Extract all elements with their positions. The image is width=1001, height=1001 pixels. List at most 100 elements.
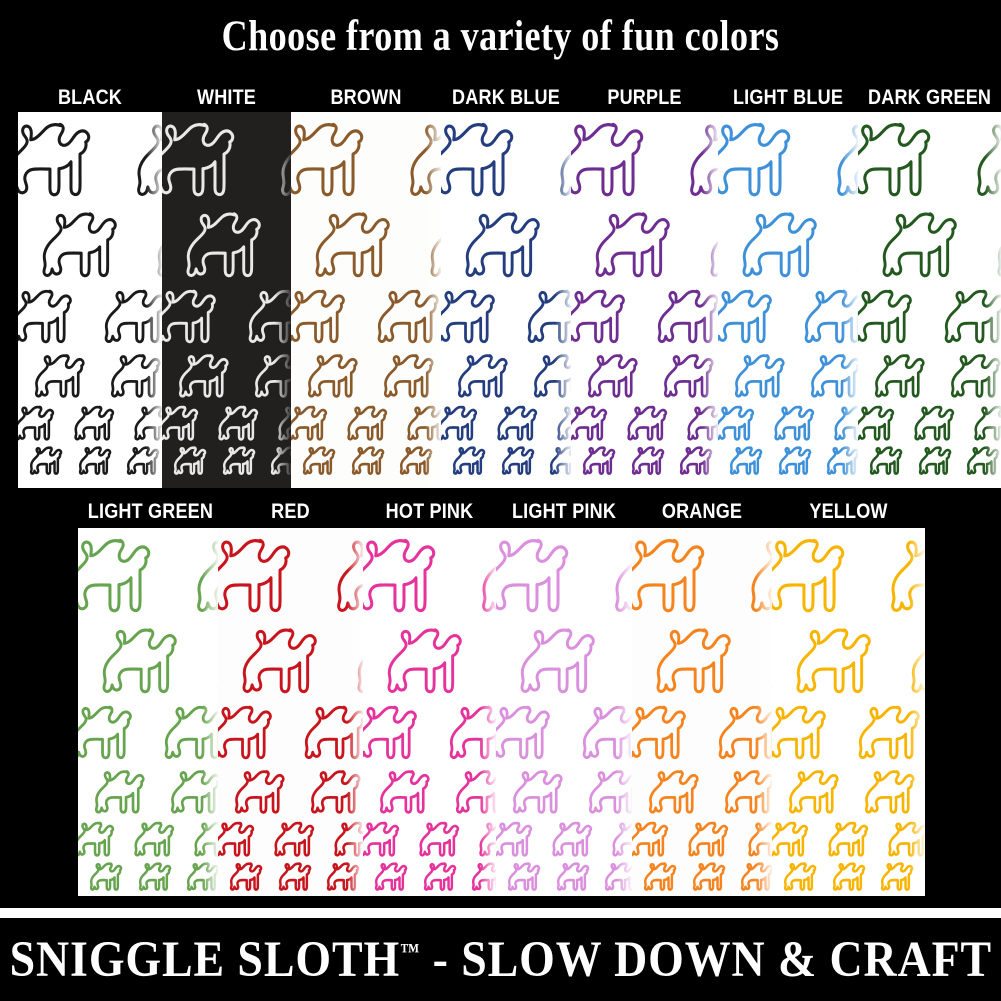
dog-terrier-outline-icon	[78, 704, 134, 762]
color-swatch-white[interactable]	[162, 112, 291, 488]
dog-terrier-outline-icon	[218, 821, 255, 858]
dog-terrier-outline-icon	[29, 446, 63, 476]
dog-terrier-outline-icon	[662, 353, 715, 399]
dog-terrier-outline-icon	[363, 536, 439, 616]
dog-terrier-outline-icon	[643, 862, 677, 892]
dog-terrier-outline-icon	[162, 704, 218, 762]
dog-terrier-outline-icon	[447, 704, 496, 762]
dog-terrier-outline-icon	[887, 821, 925, 858]
dog-terrier-outline-icon	[277, 120, 291, 200]
dog-terrier-outline-icon	[686, 120, 718, 200]
dog-terrier-outline-icon	[582, 446, 616, 476]
dog-terrier-outline-icon	[441, 288, 497, 346]
color-swatch-red[interactable]	[218, 528, 363, 896]
swatch-label-black: BLACK	[57, 86, 123, 109]
dog-terrier-outline-icon	[333, 821, 363, 858]
dog-terrier-outline-icon	[863, 769, 916, 815]
dog-terrier-outline-icon	[382, 353, 435, 399]
dog-terrier-outline-icon	[99, 626, 180, 696]
color-swatch-yellow[interactable]	[772, 528, 925, 896]
color-swatch-hot-pink[interactable]	[363, 528, 496, 896]
dog-terrier-outline-icon	[229, 862, 263, 892]
dog-terrier-outline-icon	[406, 120, 441, 200]
swatch-label-yellow: YELLOW	[809, 500, 888, 523]
swatch-label-red: RED	[271, 500, 310, 523]
dog-terrier-outline-icon	[462, 210, 543, 280]
swatch-label-dark-blue: DARK BLUE	[452, 86, 560, 109]
dog-terrier-outline-icon	[18, 120, 94, 200]
dog-terrier-outline-icon	[747, 821, 772, 858]
dog-terrier-outline-icon	[532, 353, 571, 399]
dog-terrier-outline-icon	[511, 769, 564, 815]
dog-terrier-outline-icon	[632, 821, 669, 858]
dog-terrier-outline-icon	[913, 405, 955, 442]
swatch-label-white: WHITE	[196, 86, 257, 109]
dog-terrier-outline-icon	[501, 446, 535, 476]
dog-terrier-outline-icon	[73, 405, 115, 442]
dog-terrier-outline-icon	[18, 288, 74, 346]
dog-terrier-outline-icon	[611, 821, 632, 858]
dog-terrier-outline-icon	[162, 120, 238, 200]
dog-terrier-outline-icon	[507, 862, 541, 892]
dog-terrier-outline-icon	[478, 536, 496, 616]
dog-terrier-outline-icon	[908, 626, 925, 696]
dog-terrier-outline-icon	[733, 353, 786, 399]
dog-terrier-outline-icon	[687, 821, 729, 858]
swatch-row-2: LIGHT GREEN RED HOT PINK LIGHT PINK ORANGE YE…	[0, 500, 1001, 896]
dog-terrier-outline-icon	[880, 862, 914, 892]
dog-terrier-outline-icon	[193, 536, 218, 616]
dog-terrier-outline-icon	[452, 446, 486, 476]
dog-terrier-outline-icon	[193, 821, 218, 858]
dog-terrier-outline-icon	[363, 821, 400, 858]
dog-terrier-outline-icon	[291, 120, 367, 200]
dog-terrier-outline-icon	[832, 862, 866, 892]
swatch-label-light-blue: LIGHT BLUE	[732, 86, 844, 109]
dog-terrier-outline-icon	[783, 862, 817, 892]
dog-terrier-outline-icon	[580, 704, 632, 762]
dog-terrier-outline-icon	[162, 405, 199, 442]
dog-terrier-outline-icon	[246, 288, 291, 346]
dog-terrier-outline-icon	[312, 210, 393, 280]
dog-terrier-outline-icon	[78, 536, 154, 616]
dog-terrier-outline-icon	[186, 862, 218, 892]
dog-terrier-outline-icon	[787, 769, 840, 815]
dog-terrier-outline-icon	[653, 626, 734, 696]
dog-terrier-outline-icon	[587, 769, 632, 815]
color-swatch-light-blue[interactable]	[718, 112, 858, 488]
dog-terrier-outline-icon	[399, 446, 433, 476]
dog-terrier-outline-icon	[802, 288, 858, 346]
dog-terrier-outline-icon	[454, 769, 496, 815]
dog-terrier-outline-icon	[525, 288, 571, 346]
dog-terrier-outline-icon	[418, 821, 460, 858]
color-swatch-dark-green[interactable]	[858, 112, 1001, 488]
dog-terrier-outline-icon	[233, 769, 286, 815]
dog-terrier-outline-icon	[78, 446, 112, 476]
dog-terrier-outline-icon	[778, 446, 812, 476]
dog-terrier-outline-icon	[441, 120, 517, 200]
dog-terrier-outline-icon	[556, 862, 590, 892]
dog-terrier-outline-icon	[858, 120, 934, 200]
dog-terrier-outline-icon	[306, 353, 359, 399]
dog-terrier-outline-icon	[133, 405, 162, 442]
dog-terrier-outline-icon	[973, 120, 1001, 200]
color-swatch-orange[interactable]	[632, 528, 772, 896]
dog-terrier-outline-icon	[740, 862, 772, 892]
dog-terrier-outline-icon	[856, 704, 922, 762]
color-swatch-brown[interactable]	[291, 112, 441, 488]
color-swatch-light-green[interactable]	[78, 528, 218, 896]
dog-terrier-outline-icon	[363, 704, 419, 762]
swatch-row-1: BLACK WHITE BROWN DARK BLUE PURPLE LIGHT BLUE…	[0, 86, 1001, 488]
dog-terrier-outline-icon	[772, 536, 848, 616]
dog-terrier-outline-icon	[89, 862, 123, 892]
color-swatch-dark-blue[interactable]	[441, 112, 571, 488]
dog-terrier-outline-icon	[551, 821, 593, 858]
dog-terrier-outline-icon	[496, 536, 572, 616]
dog-terrier-outline-icon	[739, 210, 820, 280]
dog-terrier-outline-icon	[154, 210, 162, 280]
footer-divider	[0, 908, 1001, 918]
dog-terrier-outline-icon	[718, 120, 794, 200]
dog-terrier-outline-icon	[556, 405, 571, 442]
color-swatch-light-pink[interactable]	[496, 528, 632, 896]
color-swatch-purple[interactable]	[571, 112, 718, 488]
color-swatch-black[interactable]	[18, 112, 162, 488]
